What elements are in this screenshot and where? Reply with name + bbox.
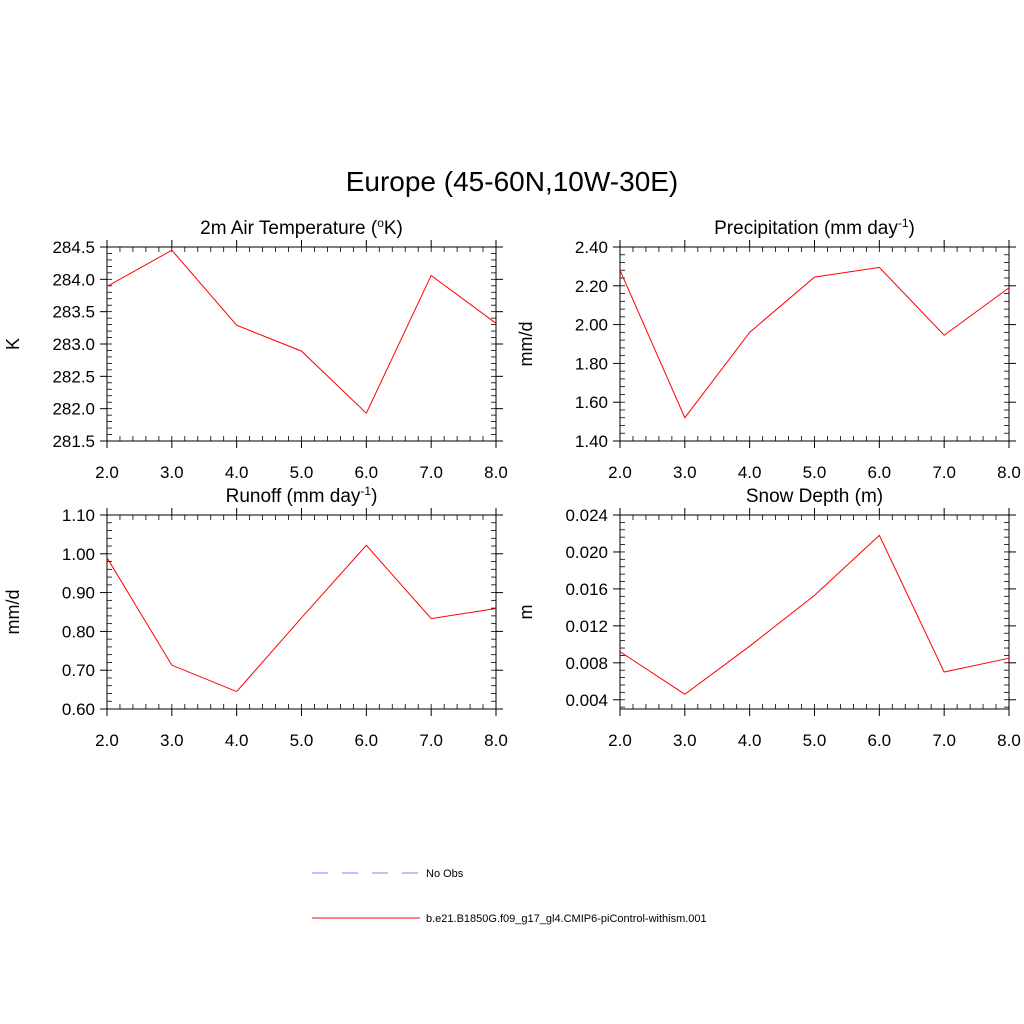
y-tick-label: 1.00 [62, 545, 95, 564]
x-tick-label: 4.0 [225, 731, 249, 750]
y-axis-label: mm/d [516, 322, 536, 367]
legend-label-model: b.e21.B1850G.f09_g17_gl4.CMIP6-piControl… [426, 913, 707, 925]
panel-title: 2m Air Temperature (oK) [200, 216, 403, 239]
y-tick-label: 0.60 [62, 700, 95, 719]
y-tick-label: 283.5 [52, 303, 95, 322]
chart-panels: 2m Air Temperature (oK) K 2.0 3.0 4.0 5.0 6.0 7… [3, 216, 1021, 750]
y-tick-label: 282.5 [52, 367, 95, 386]
y-tick-label: 0.80 [62, 622, 95, 641]
y-tick-label: 1.40 [575, 432, 608, 451]
x-tick-label: 4.0 [738, 463, 762, 482]
x-tick-label: 8.0 [484, 731, 508, 750]
plot-frame [619, 514, 1010, 710]
series-line-1 [619, 266, 1010, 419]
y-tick-label: 282.0 [52, 400, 95, 419]
x-tick-label: 5.0 [803, 463, 827, 482]
series-line-1 [106, 249, 497, 415]
chart-panel-1: 2m Air Temperature (oK) K 2.0 3.0 4.0 5.0 6.0 7… [3, 216, 508, 482]
chart-panel-4: Snow Depth (m) m 2.0 3.0 4.0 5.0 6.0 7.0 8.0 0.00… [516, 486, 1021, 750]
panel-title: Snow Depth (m) [746, 486, 883, 507]
chart-panel-2: Precipitation (mm day-1) mm/d 2.0 3.0 4.0 5.0… [516, 216, 1021, 482]
x-tick-label: 7.0 [419, 463, 443, 482]
x-tick-label: 8.0 [484, 463, 508, 482]
x-tick-label: 6.0 [868, 463, 892, 482]
y-axis-label: mm/d [3, 590, 23, 635]
y-tick-label: 2.20 [575, 277, 608, 296]
x-tick-label: 5.0 [290, 731, 314, 750]
plot-frame [106, 514, 497, 710]
x-tick-label: 2.0 [608, 463, 632, 482]
x-tick-label: 3.0 [673, 463, 697, 482]
y-tick-label: 0.012 [565, 617, 608, 636]
x-tick-label: 3.0 [673, 731, 697, 750]
plot-frame [619, 246, 1010, 442]
y-tick-label: 0.016 [565, 580, 608, 599]
chart-panel-3: Runoff (mm day-1) mm/d 2.0 3.0 4.0 5.0 6.0 7.0 8… [3, 484, 508, 750]
x-tick-label: 3.0 [160, 463, 184, 482]
x-tick-label: 6.0 [355, 463, 379, 482]
y-tick-label: 2.40 [575, 238, 608, 257]
x-tick-label: 4.0 [225, 463, 249, 482]
figure-title: Europe (45-60N,10W-30E) [346, 166, 679, 197]
x-tick-label: 4.0 [738, 731, 762, 750]
x-tick-label: 8.0 [997, 731, 1021, 750]
y-axis-label: K [3, 338, 23, 350]
x-tick-label: 5.0 [803, 731, 827, 750]
x-tick-label: 2.0 [95, 731, 119, 750]
y-axis-label: m [516, 605, 536, 620]
y-tick-label: 0.70 [62, 661, 95, 680]
x-tick-label: 3.0 [160, 731, 184, 750]
y-tick-label: 284.0 [52, 270, 95, 289]
x-tick-label: 5.0 [290, 463, 314, 482]
y-tick-label: 0.004 [565, 691, 608, 710]
legend-label-no-obs: No Obs [426, 868, 464, 880]
x-tick-label: 2.0 [608, 731, 632, 750]
legend: No Obs b.e21.B1850G.f09_g17_gl4.CMIP6-pi… [312, 868, 707, 925]
x-tick-label: 7.0 [419, 731, 443, 750]
series-line-1 [619, 534, 1010, 695]
x-tick-label: 7.0 [932, 731, 956, 750]
x-tick-label: 8.0 [997, 463, 1021, 482]
y-tick-label: 1.60 [575, 393, 608, 412]
panel-title: Precipitation (mm day-1) [714, 216, 915, 239]
y-tick-label: 0.020 [565, 543, 608, 562]
plot-frame [106, 246, 497, 442]
y-tick-label: 0.90 [62, 584, 95, 603]
x-tick-label: 6.0 [868, 731, 892, 750]
x-tick-label: 2.0 [95, 463, 119, 482]
panel-title: Runoff (mm day-1) [226, 484, 378, 507]
y-tick-label: 284.5 [52, 238, 95, 257]
y-tick-label: 283.0 [52, 335, 95, 354]
x-tick-label: 6.0 [355, 731, 379, 750]
y-tick-label: 2.00 [575, 316, 608, 335]
y-tick-label: 0.024 [565, 506, 608, 525]
series-line-1 [106, 544, 497, 693]
y-tick-label: 0.008 [565, 654, 608, 673]
y-tick-label: 281.5 [52, 432, 95, 451]
x-tick-label: 7.0 [932, 463, 956, 482]
y-tick-label: 1.10 [62, 506, 95, 525]
y-tick-label: 1.80 [575, 354, 608, 373]
